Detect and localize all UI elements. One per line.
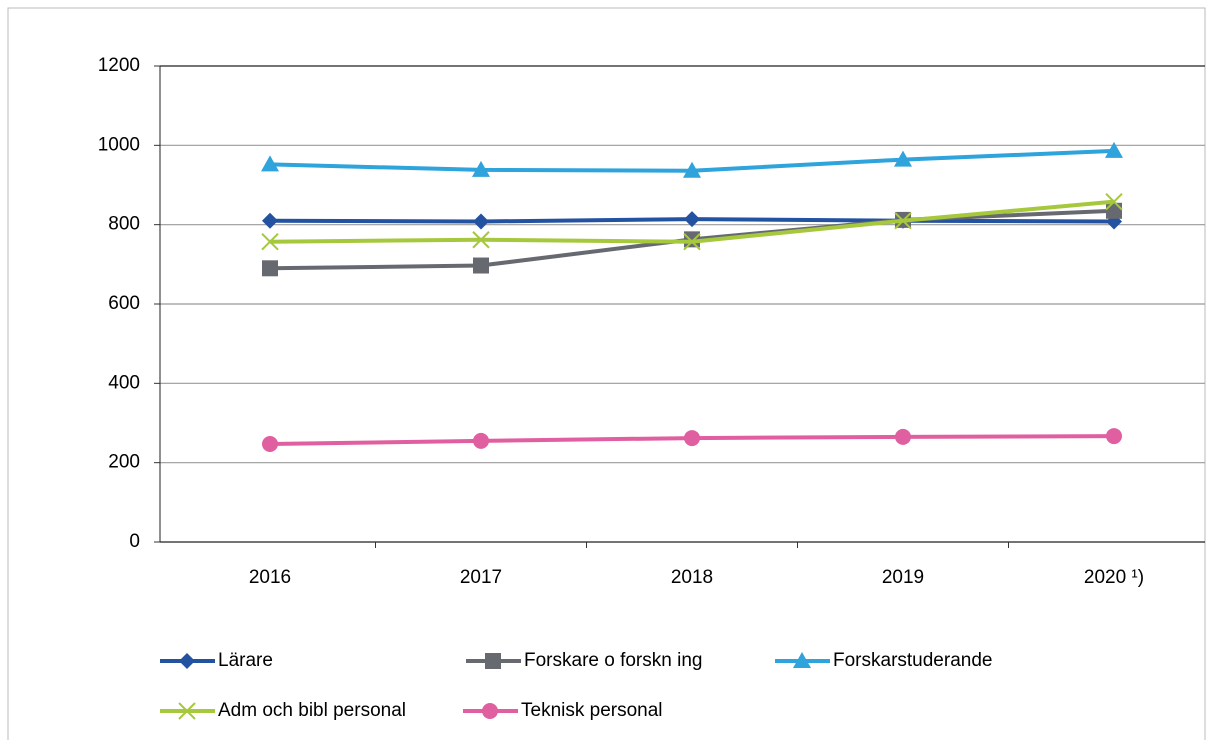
x-tick-label: 2016 [249, 567, 291, 588]
point-marker [1105, 141, 1123, 158]
point-marker [261, 233, 279, 251]
legend-label: Forskare o forskn ing [524, 650, 702, 671]
x-tick-label: 2019 [882, 567, 924, 588]
point-marker [1106, 428, 1122, 445]
legend-marker [178, 702, 196, 720]
legend-marker [482, 703, 498, 719]
point-marker [683, 161, 701, 178]
point-marker [262, 260, 278, 277]
point-marker [473, 257, 489, 274]
y-tick-label: 1200 [98, 55, 140, 76]
legend-label: Forskarstuderande [833, 650, 992, 671]
frame [7, 7, 1206, 745]
y-tick-label: 600 [108, 293, 140, 314]
point-marker [262, 212, 278, 229]
point-marker [472, 160, 490, 177]
y-tick-label: 1000 [98, 134, 140, 155]
point-marker [684, 430, 700, 447]
legend-marker [485, 653, 501, 669]
point-marker [473, 432, 489, 449]
point-marker [684, 211, 700, 228]
y-tick-label: 800 [108, 214, 140, 235]
legend-label: Lärare [218, 650, 273, 671]
x-tick-label: 2017 [460, 567, 502, 588]
x-tick-label: 2018 [671, 567, 713, 588]
legend-marker [793, 652, 811, 668]
point-marker [1106, 202, 1122, 219]
point-marker [473, 213, 489, 230]
x-tick-label: 2020 ¹) [1084, 567, 1144, 588]
point-marker [262, 436, 278, 453]
y-tick-label: 400 [108, 372, 140, 393]
point-marker [472, 231, 490, 249]
point-marker [894, 211, 912, 230]
y-tick-label: 200 [108, 452, 140, 473]
point-marker [894, 150, 912, 167]
legend-marker [179, 653, 195, 669]
legend-label: Adm och bibl personal [218, 700, 406, 721]
point-marker [895, 428, 911, 445]
point-marker [683, 233, 701, 251]
y-tick-label: 0 [129, 531, 140, 552]
legend-label: Teknisk personal [521, 700, 663, 721]
point-marker [261, 155, 279, 172]
point-marker [1105, 192, 1123, 211]
